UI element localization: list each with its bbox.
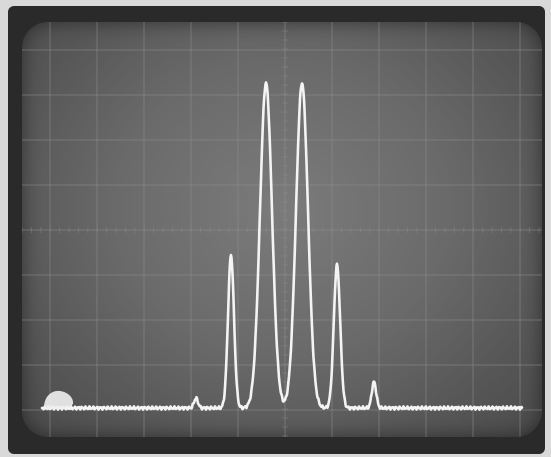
spectrum-trace: [40, 81, 524, 411]
scope-screen: [22, 22, 542, 437]
graticule-grid: [22, 22, 542, 437]
spectrum-display: [22, 22, 542, 437]
trace-start-spot: [44, 390, 74, 410]
